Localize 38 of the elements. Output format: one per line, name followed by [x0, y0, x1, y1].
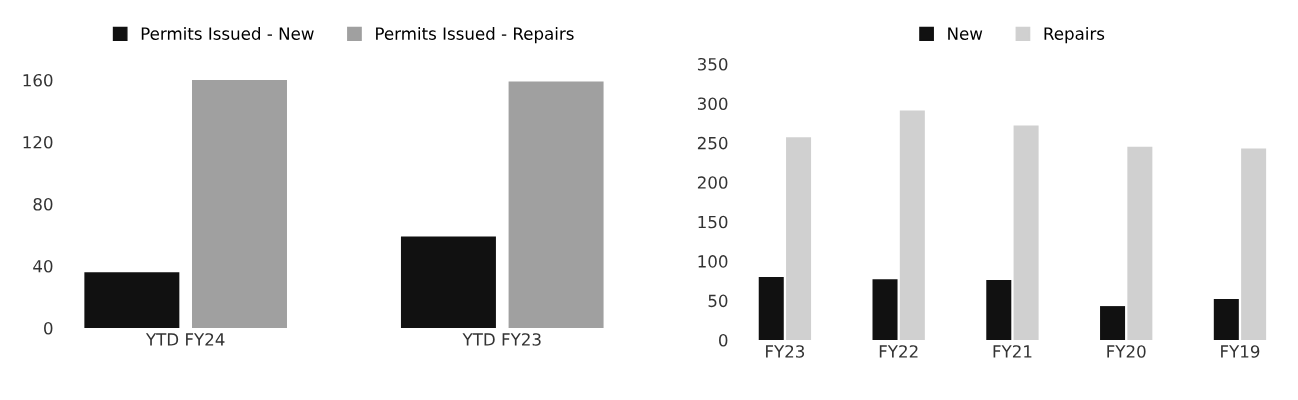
y-tick-label: 0 — [719, 333, 728, 347]
bar — [84, 272, 180, 328]
legend-label: Permits Issued - New — [141, 27, 314, 40]
bar — [899, 110, 925, 340]
y-tick-label: 200 — [697, 176, 728, 189]
x-tick-label: FY20 — [1107, 345, 1146, 358]
y-tick-label: 120 — [23, 135, 53, 149]
legend-label: New — [948, 27, 983, 40]
bar — [1127, 146, 1153, 340]
y-tick-label: 150 — [698, 215, 728, 229]
bar — [1241, 148, 1267, 340]
x-tick-label: FY21 — [993, 345, 1032, 358]
y-tick-label: 50 — [708, 294, 728, 308]
y-tick-label: 40 — [33, 259, 53, 273]
y-tick-label: 0 — [44, 321, 53, 335]
x-tick-label: FY19 — [1221, 345, 1260, 358]
y-tick-label: 350 — [697, 57, 728, 71]
legend-label: Repairs — [1044, 27, 1105, 44]
legend-label: Permits Issued - Repairs — [376, 27, 574, 44]
bar — [872, 279, 898, 340]
y-tick-label: 100 — [698, 255, 728, 268]
bar — [1213, 298, 1239, 340]
y-tick-label: 300 — [697, 97, 728, 110]
bar — [786, 137, 812, 340]
x-tick-label: YTD FY24 — [145, 333, 225, 346]
bar — [508, 81, 604, 328]
x-tick-label: FY22 — [879, 345, 918, 358]
bar — [986, 280, 1012, 340]
bar — [192, 80, 287, 328]
x-tick-label: FY23 — [766, 345, 805, 358]
bar — [758, 276, 784, 340]
bar — [1100, 306, 1126, 340]
x-tick-label: YTD FY23 — [462, 333, 541, 346]
y-tick-label: 250 — [697, 136, 728, 150]
bar — [400, 236, 496, 328]
y-tick-label: 160 — [23, 73, 53, 87]
y-tick-label: 80 — [33, 197, 53, 211]
bar — [1013, 125, 1039, 340]
